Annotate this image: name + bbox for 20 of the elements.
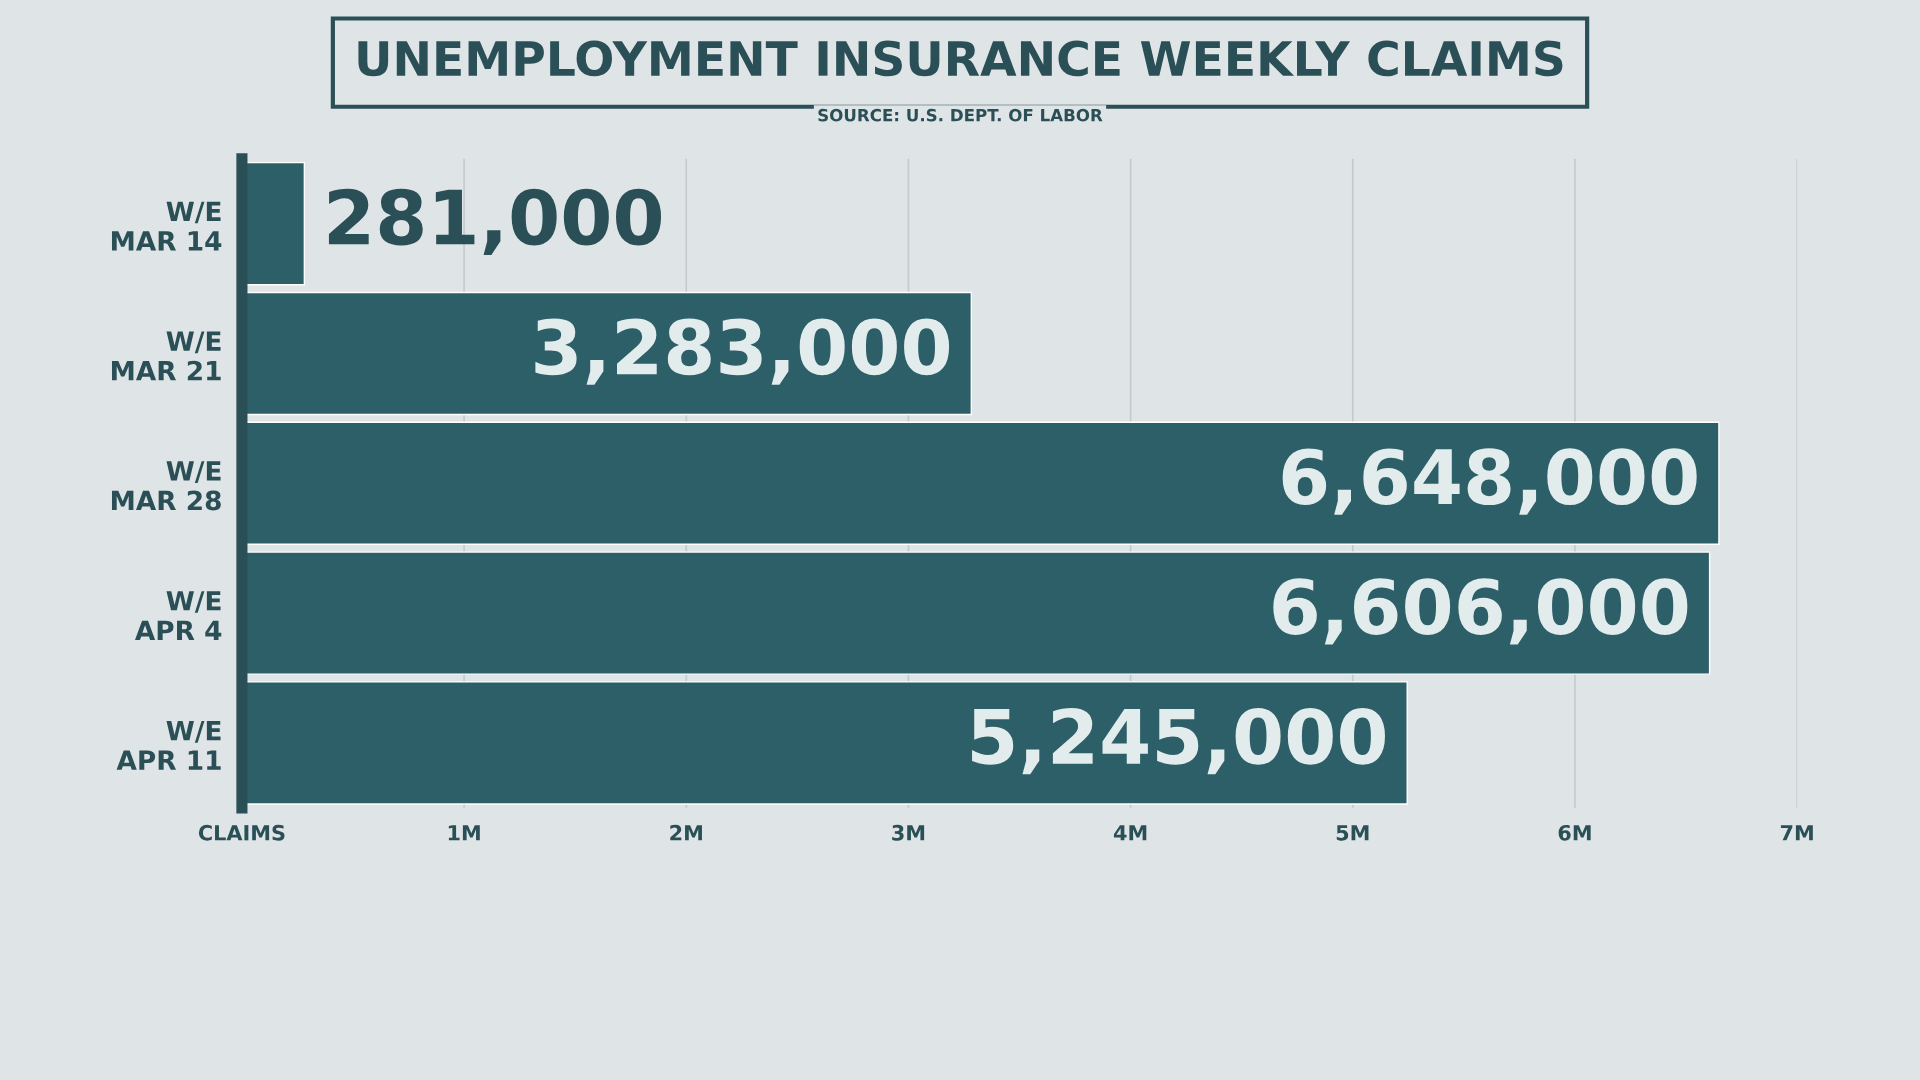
y-tick-label: W/E APR 4	[134, 591, 222, 640]
x-tick-label: 7M	[1780, 825, 1813, 841]
x-tick-label: 4M	[1113, 825, 1147, 841]
x-tick-label: 3M	[892, 824, 925, 841]
data-label: 6,648,000	[1282, 448, 1697, 515]
y-tick-label: W/E MAR 21	[111, 331, 221, 381]
y-tick-label: W/E MAR 14	[111, 201, 222, 251]
x-tick-label: CLAIMS	[198, 824, 285, 841]
y-tick-label: W/E MAR 28	[111, 461, 221, 511]
data-label: 3,283,000	[535, 318, 950, 385]
data-label: 5,245,000	[972, 707, 1385, 775]
data-label: 6,606,000	[1273, 578, 1688, 645]
x-tick-label: 5M	[1336, 825, 1369, 841]
data-label: 281,000	[328, 188, 662, 256]
y-tick-label: W/E APR 11	[116, 720, 221, 770]
chart-title: UNEMPLOYMENT INSURANCE WEEKLY CLAIMS	[358, 40, 1563, 77]
source-note: SOURCE: U.S. DEPT. OF LABOR	[818, 108, 1103, 122]
x-tick-label: 2M	[670, 824, 702, 841]
x-tick-label: 1M	[448, 825, 480, 841]
x-tick-label: 6M	[1558, 824, 1591, 841]
